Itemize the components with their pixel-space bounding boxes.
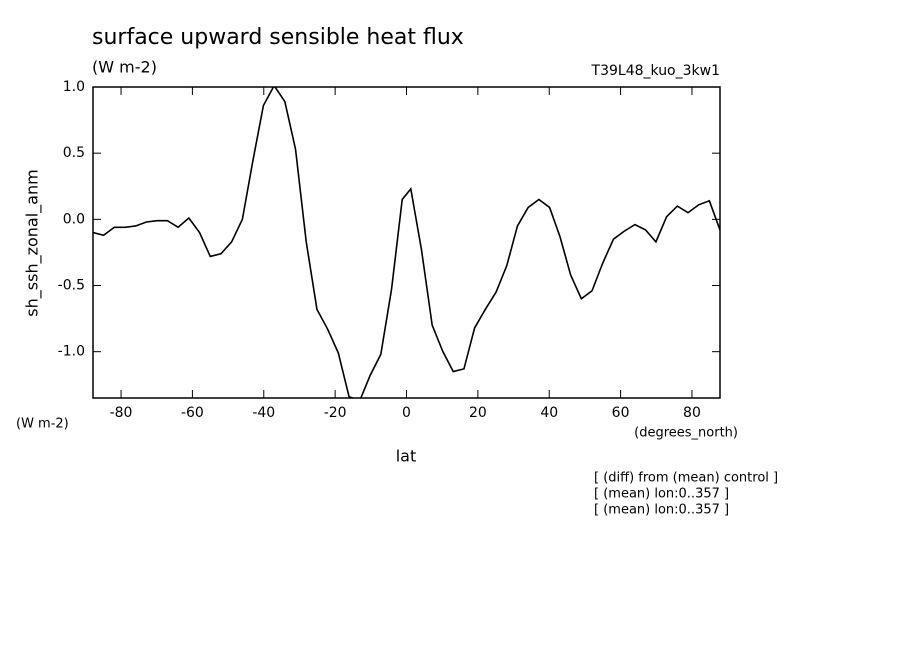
x-tick-label: 80 [683, 405, 701, 421]
y-tick-label: -0.5 [58, 278, 85, 294]
x-axis-label: lat [396, 447, 417, 466]
run-label: T39L48_kuo_3kw1 [591, 63, 720, 79]
chart-title: surface upward sensible heat flux [92, 25, 464, 50]
x-tick-label: -40 [252, 405, 275, 421]
x-tick-label: -60 [181, 405, 204, 421]
x-tick-label: -80 [110, 405, 133, 421]
chart-subtitle: (W m-2) [92, 58, 157, 77]
annotation: [ (mean) lon:0..357 ] [594, 487, 729, 502]
data-line [93, 87, 720, 398]
y-unit: (W m-2) [16, 417, 69, 432]
x-tick-label: -20 [324, 405, 347, 421]
annotation: [ (diff) from (mean) control ] [594, 471, 778, 486]
x-tick-label: 40 [540, 405, 558, 421]
plot-frame [92, 86, 721, 399]
y-tick-label: 0.5 [63, 145, 85, 161]
x-tick-label: 0 [402, 405, 411, 421]
y-tick-label: -1.0 [58, 344, 85, 360]
annotation: [ (mean) lon:0..357 ] [594, 503, 729, 518]
y-tick-label: 0.0 [63, 211, 85, 227]
y-axis-label: sh_ssh_zonal_anm [23, 169, 43, 316]
x-unit: (degrees_north) [634, 426, 738, 441]
x-tick-label: 20 [469, 405, 487, 421]
x-tick-label: 60 [612, 405, 630, 421]
y-tick-label: 1.0 [63, 79, 85, 95]
